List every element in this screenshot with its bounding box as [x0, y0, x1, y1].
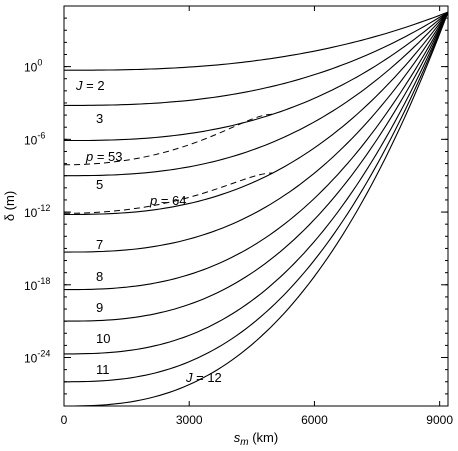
x-tick-label: 6000	[301, 413, 328, 427]
x-tick-label: 9000	[426, 413, 453, 427]
y-tick-label: 10-6	[24, 130, 45, 147]
curve-j-12	[64, 11, 449, 407]
y-tick-label: 10-12	[24, 203, 50, 220]
curve-j-8	[64, 11, 449, 291]
curve-j-9	[63, 11, 449, 322]
curve-label-j-9: 9	[96, 300, 103, 315]
dashed-line-p-53	[63, 113, 273, 166]
dashed-line-p-64	[63, 172, 273, 214]
curve-label-j-12: J = 12	[185, 370, 222, 385]
y-tick-label: 100	[24, 58, 42, 75]
x-axis-title-main: s	[234, 430, 241, 445]
curve-j-10	[64, 11, 449, 355]
curve-j-5	[64, 11, 449, 177]
curve-label-j-2: J = 2	[75, 78, 105, 93]
x-tick-label: 0	[61, 413, 68, 427]
y-tick-label: 10-24	[24, 349, 50, 366]
curve-j-2	[64, 11, 449, 71]
x-axis-ticks: 0 3000 6000 9000	[61, 6, 453, 427]
x-axis-title-unit: (km)	[249, 430, 279, 445]
curve-label-j-11: 11	[96, 362, 110, 377]
dashed-line-group	[63, 113, 273, 214]
curve-j-4	[64, 11, 449, 142]
x-tick-label: 3000	[176, 413, 203, 427]
curve-group	[63, 11, 449, 407]
curve-j-6	[64, 11, 449, 216]
curve-j-11	[64, 11, 449, 383]
curve-label-j-5: 5	[96, 177, 103, 192]
y-axis-ticks: 100 10-6 10-12 10-18 10-24	[24, 5, 448, 407]
curve-label-group: J = 2 3 5 7 8 9 10 11 J = 12 p = 53 p = 64	[75, 78, 222, 385]
x-axis-title: sm (km)	[234, 430, 278, 448]
curve-j-3	[64, 11, 449, 106]
dashed-label-p-53: p = 53	[85, 149, 123, 164]
dashed-label-p-64: p = 64	[149, 193, 187, 208]
curve-label-j-3: 3	[96, 111, 103, 126]
x-axis-title-sub: m	[240, 437, 248, 448]
curve-j-7	[64, 11, 449, 253]
plot-frame	[63, 5, 449, 407]
curve-label-j-8: 8	[96, 269, 103, 284]
curve-label-j-7: 7	[96, 237, 103, 252]
y-tick-label: 10-18	[24, 276, 50, 293]
y-axis-title: δ (m)	[2, 191, 17, 221]
curve-label-j-10: 10	[96, 331, 110, 346]
